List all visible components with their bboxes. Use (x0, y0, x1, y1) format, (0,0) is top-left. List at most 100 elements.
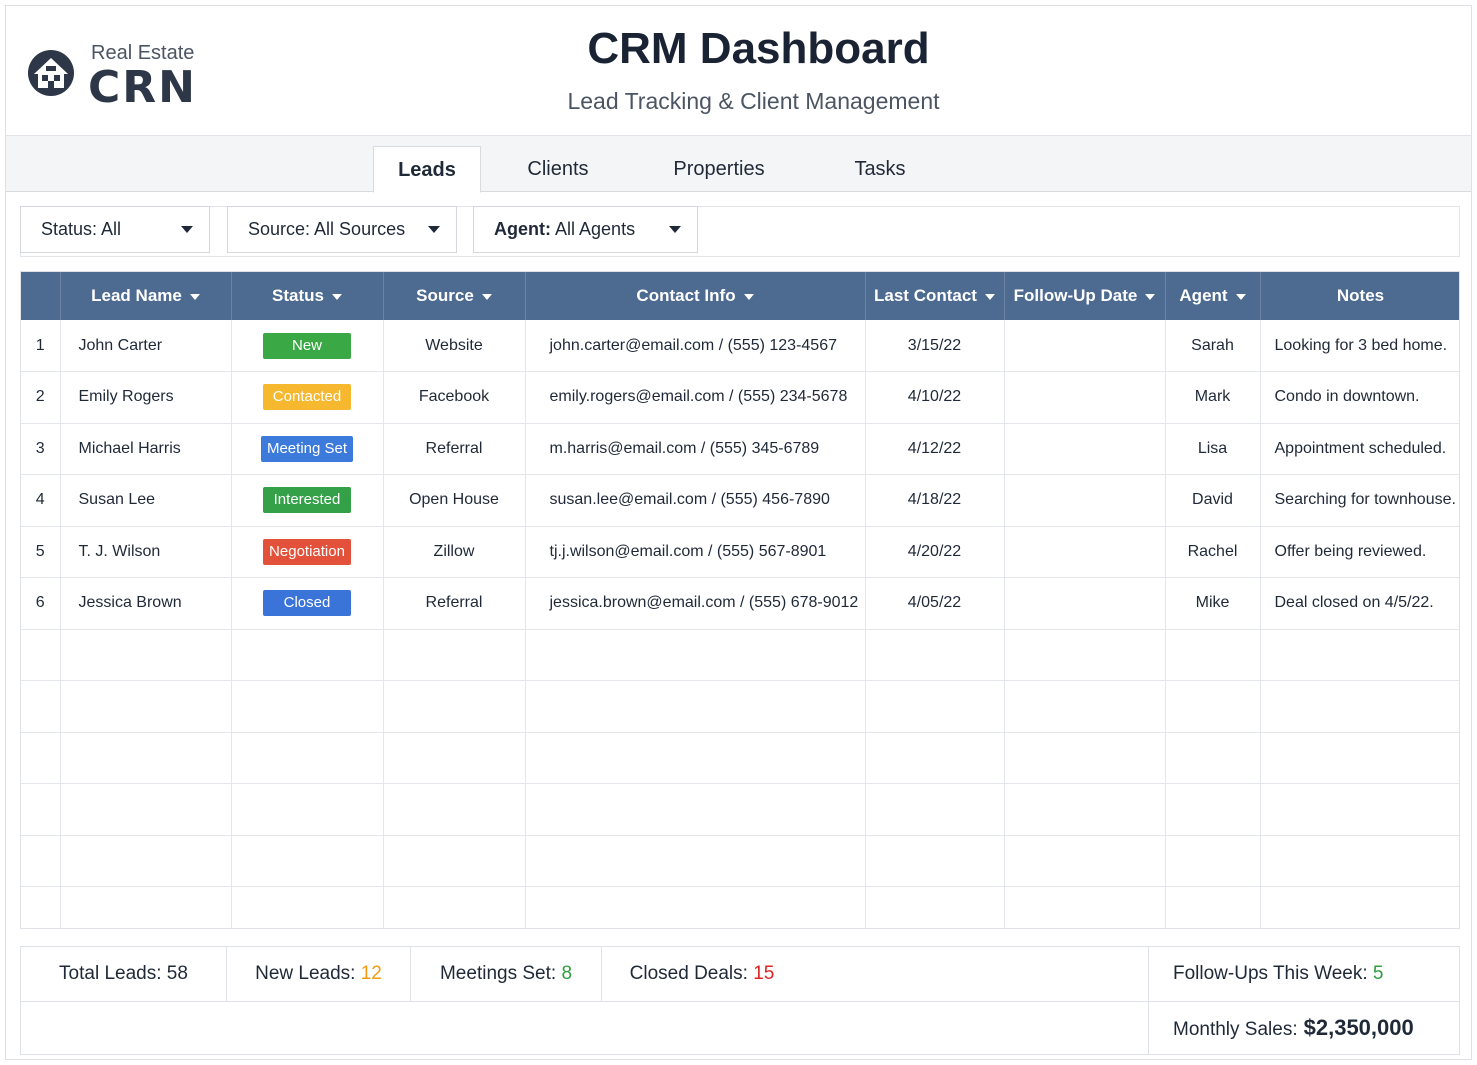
status-filter-dropdown[interactable]: Status: All (20, 206, 210, 253)
row-number: 5 (21, 526, 61, 578)
follow-ups-stat: Follow-Ups This Week: 5 (1173, 963, 1384, 984)
empty-row (21, 783, 1459, 836)
row-number: 3 (21, 423, 61, 475)
notes-cell: Deal closed on 4/5/22. (1260, 577, 1459, 630)
empty-cell (21, 629, 61, 681)
source-filter-dropdown[interactable]: Source: All Sources (227, 206, 457, 253)
agent-filter-value: All Agents (555, 219, 636, 239)
contact-info-cell: m.harris@email.com / (555) 345-6789 (525, 423, 866, 475)
status-badge: Interested (263, 487, 351, 514)
col-header-lead-name[interactable]: Lead Name (60, 272, 232, 320)
tab-clients[interactable]: Clients (527, 158, 589, 180)
lead-name-cell[interactable]: T. J. Wilson (60, 526, 232, 578)
lead-name-cell[interactable]: Michael Harris (60, 423, 232, 475)
table-row[interactable]: 3 Michael Harris Meeting Set Referral m.harr… (21, 423, 1459, 475)
source-cell: Referral (383, 577, 526, 630)
empty-cell (1260, 732, 1459, 784)
empty-cell (231, 629, 384, 681)
status-badge: Contacted (263, 384, 351, 411)
table-header-row: Lead Name Status Source Contact Info Las… (21, 272, 1459, 320)
last-contact-cell: 3/15/22 (865, 320, 1005, 372)
sort-caret-icon[interactable] (331, 293, 342, 300)
empty-cell (865, 783, 1005, 836)
empty-cell (865, 886, 1005, 928)
follow-up-date-cell (1004, 577, 1166, 630)
col-header-number (21, 272, 61, 320)
sort-caret-icon[interactable] (189, 293, 200, 300)
total-leads-stat: Total Leads: 58 (21, 947, 227, 1001)
last-contact-cell: 4/12/22 (865, 423, 1005, 475)
status-cell: Interested (231, 474, 384, 527)
empty-cell (525, 732, 866, 784)
empty-cell (21, 835, 61, 887)
tab-properties[interactable]: Properties (673, 158, 765, 180)
empty-cell (1004, 886, 1166, 928)
col-header-contact-info[interactable]: Contact Info (525, 272, 866, 320)
status-cell: Meeting Set (231, 423, 384, 475)
sort-caret-icon[interactable] (743, 293, 754, 300)
sort-caret-icon[interactable] (984, 293, 995, 300)
page-subtitle: Lead Tracking & Client Management (567, 88, 940, 114)
col-header-last-contact[interactable]: Last Contact (865, 272, 1005, 320)
empty-cell (525, 835, 866, 887)
status-cell: Closed (231, 577, 384, 630)
col-header-status[interactable]: Status (231, 272, 384, 320)
empty-cell (1260, 680, 1459, 733)
table-row[interactable]: 1 John Carter New Website john.carter@email.… (21, 320, 1459, 372)
source-cell: Zillow (383, 526, 526, 578)
agent-filter-dropdown[interactable]: Agent: All Agents (473, 206, 698, 253)
lead-name-cell[interactable]: Emily Rogers (60, 371, 232, 424)
col-header-source[interactable]: Source (383, 272, 526, 320)
last-contact-cell: 4/18/22 (865, 474, 1005, 527)
empty-cell (383, 680, 526, 733)
empty-cell (60, 629, 232, 681)
empty-cell (1165, 783, 1261, 836)
empty-cell (1260, 886, 1459, 928)
status-badge: Meeting Set (260, 435, 354, 462)
contact-info-cell: emily.rogers@email.com / (555) 234-5678 (525, 371, 866, 424)
empty-cell (865, 835, 1005, 887)
source-cell: Facebook (383, 371, 526, 424)
empty-cell (1165, 732, 1261, 784)
tab-leads[interactable]: Leads (373, 146, 481, 193)
empty-cell (60, 732, 232, 784)
empty-cell (383, 732, 526, 784)
empty-cell (60, 783, 232, 836)
lead-name-cell[interactable]: Jessica Brown (60, 577, 232, 630)
empty-row (21, 680, 1459, 733)
tab-tasks[interactable]: Tasks (854, 158, 906, 180)
follow-up-date-cell (1004, 474, 1166, 527)
contact-info-cell: susan.lee@email.com / (555) 456-7890 (525, 474, 866, 527)
status-badge: Closed (263, 590, 351, 617)
table-row[interactable]: 2 Emily Rogers Contacted Facebook emily.roge… (21, 371, 1459, 424)
col-header-agent[interactable]: Agent (1165, 272, 1261, 320)
sort-caret-icon[interactable] (1235, 293, 1246, 300)
sort-caret-icon[interactable] (481, 293, 492, 300)
summary-panel: Total Leads: 58 New Leads: 12 Meetings S… (20, 946, 1460, 1055)
empty-row (21, 835, 1459, 887)
empty-cell (1260, 783, 1459, 836)
empty-cell (525, 783, 866, 836)
empty-cell (383, 835, 526, 887)
last-contact-cell: 4/05/22 (865, 577, 1005, 630)
status-cell: Negotiation (231, 526, 384, 578)
notes-cell: Offer being reviewed. (1260, 526, 1459, 578)
agent-cell: David (1165, 474, 1261, 527)
page-header: Real Estate CRN CRM Dashboard Lead Track… (6, 6, 1471, 136)
logo[interactable]: Real Estate CRN (26, 42, 226, 113)
lead-name-cell[interactable]: John Carter (60, 320, 232, 372)
col-header-follow-up-date[interactable]: Follow-Up Date (1004, 272, 1166, 320)
table-row[interactable]: 6 Jessica Brown Closed Referral jessica.brow… (21, 577, 1459, 630)
empty-cell (21, 886, 61, 928)
notes-cell: Condo in downtown. (1260, 371, 1459, 424)
empty-cell (1004, 629, 1166, 681)
sort-caret-icon[interactable] (1145, 293, 1156, 300)
lead-name-cell[interactable]: Susan Lee (60, 474, 232, 527)
table-row[interactable]: 4 Susan Lee Interested Open House susan.lee@… (21, 474, 1459, 527)
notes-cell: Appointment scheduled. (1260, 423, 1459, 475)
status-cell: New (231, 320, 384, 372)
agent-cell: Mike (1165, 577, 1261, 630)
empty-cell (231, 680, 384, 733)
table-row[interactable]: 5 T. J. Wilson Negotiation Zillow tj.j.wilso… (21, 526, 1459, 578)
empty-cell (1260, 629, 1459, 681)
